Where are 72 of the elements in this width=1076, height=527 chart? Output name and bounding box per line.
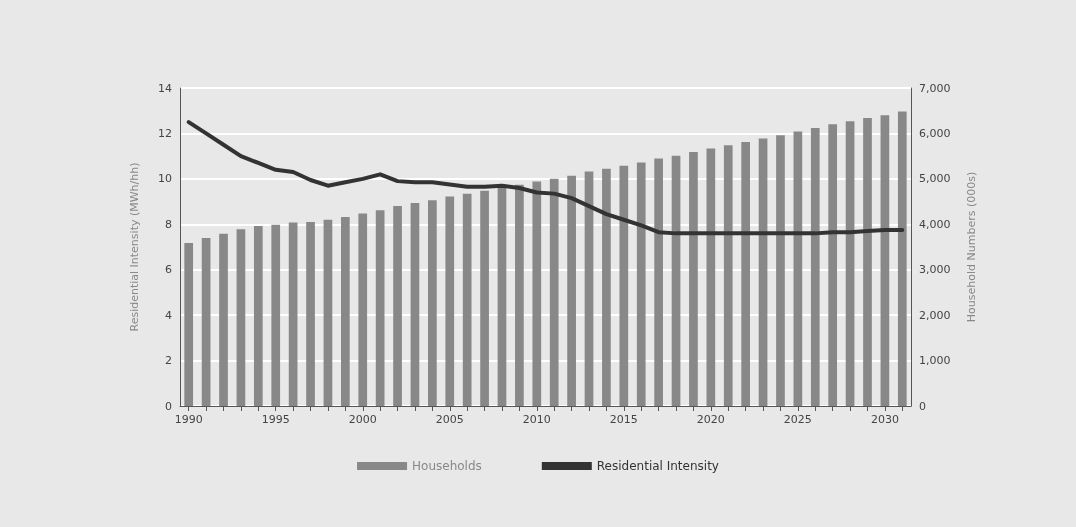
x-tick-label: 1990 [174, 413, 203, 426]
bar [340, 217, 350, 406]
bar [410, 202, 420, 406]
y-tick-label: 14 [158, 81, 172, 95]
bar [462, 193, 472, 406]
bar [201, 237, 211, 406]
bar [863, 117, 872, 406]
bar [897, 111, 907, 406]
x-tick-label: 2025 [783, 413, 812, 426]
bar [515, 184, 524, 406]
bar [184, 242, 194, 406]
x-tick-label: 2020 [696, 413, 725, 426]
bar [567, 175, 576, 406]
y-tick-label: 8 [165, 217, 172, 231]
bar [358, 213, 368, 406]
bar [723, 145, 733, 406]
x-tick-label: 2000 [348, 413, 377, 426]
bar [306, 222, 315, 406]
bar [880, 115, 890, 406]
bar [271, 224, 281, 406]
bar [636, 162, 646, 406]
bar [776, 135, 785, 406]
x-tick-label: 2010 [522, 413, 551, 426]
bar [741, 142, 751, 406]
bar [845, 121, 855, 406]
bar [288, 222, 298, 406]
bar [428, 200, 437, 406]
y-tick-label: 10 [158, 172, 172, 186]
line-series [186, 120, 905, 236]
bar [654, 158, 663, 406]
bar [532, 181, 542, 406]
x-tick-label: 2015 [609, 413, 638, 426]
bar [549, 178, 559, 406]
bar [236, 229, 246, 406]
y2-tick-label: 5,000 [919, 172, 951, 186]
y2-tick-label: 6,000 [919, 126, 951, 140]
bar [445, 196, 455, 406]
x-tick-label: 2030 [870, 413, 899, 426]
bar [689, 152, 698, 406]
legend-label: Residential Intensity [596, 459, 719, 473]
y-axis-title: Residential Intensity (MWh/hh) [128, 162, 141, 332]
x-tick-label: 1995 [261, 413, 290, 426]
y2-tick-label: 7,000 [919, 81, 951, 95]
bar [793, 131, 803, 406]
y-tick-label: 12 [158, 126, 172, 140]
bar [253, 226, 263, 406]
x-tick-label: 2005 [435, 413, 464, 426]
bar [810, 127, 820, 406]
bar [619, 165, 629, 406]
y2-tick-label: 0 [919, 399, 926, 413]
y-tick-label: 2 [165, 354, 172, 368]
y-tick-label: 4 [165, 308, 172, 322]
y-tick-label: 6 [165, 263, 172, 277]
bar [480, 190, 489, 406]
y2-tick-label: 1,000 [919, 354, 951, 368]
bar [584, 171, 594, 406]
y2-tick-label: 2,000 [919, 308, 951, 322]
bar [706, 148, 716, 406]
bar [828, 124, 838, 406]
y2-tick-label: 4,000 [919, 217, 951, 231]
bar [393, 206, 402, 406]
bar [602, 168, 611, 406]
legend-label: Households [412, 459, 482, 473]
bar [497, 187, 507, 406]
y-tick-label: 0 [165, 399, 172, 413]
bar [671, 155, 681, 406]
y2-axis-title: Household Numbers (000s) [965, 171, 978, 323]
bar [323, 219, 333, 406]
bar [219, 233, 228, 406]
bar [375, 210, 385, 406]
bar [758, 138, 768, 406]
y2-tick-label: 3,000 [919, 263, 951, 277]
